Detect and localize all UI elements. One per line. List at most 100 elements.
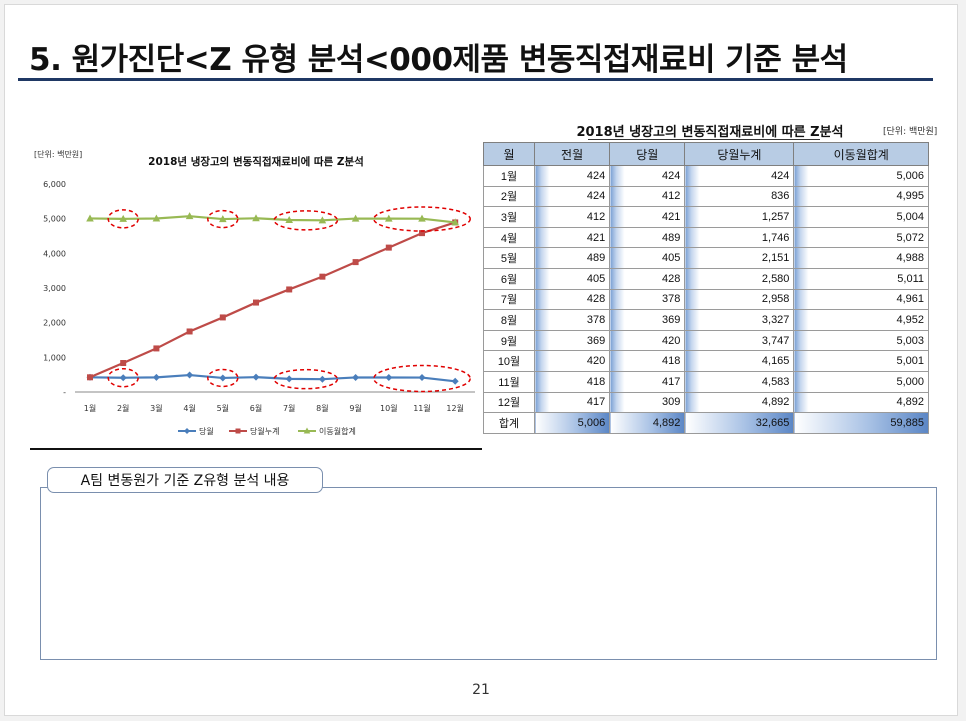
data-point xyxy=(119,214,127,222)
table-cell: 4,988 xyxy=(793,247,929,269)
table-cell: 417 xyxy=(533,391,611,414)
data-point xyxy=(451,377,459,385)
analysis-content-label: A팀 변동원가 기준 Z유형 분석 내용 xyxy=(47,467,323,493)
table-cell: 418 xyxy=(533,370,611,393)
table-cell: 369 xyxy=(533,329,611,352)
analysis-content-box[interactable] xyxy=(40,487,937,660)
table-cell: 369 xyxy=(609,309,686,331)
header-cumulative: 당월누계 xyxy=(684,142,795,166)
table-row: 2월 424 412 836 4,995 xyxy=(483,185,929,208)
data-point xyxy=(152,373,160,381)
table-row: 8월 378 369 3,327 4,952 xyxy=(483,309,929,331)
table-title: 2018년 냉장고의 변동직접재료비에 따른 Z분석 xyxy=(576,125,844,140)
legend-marker xyxy=(235,428,241,434)
table-cell: 421 xyxy=(533,226,611,249)
title-divider xyxy=(18,78,933,81)
table-cell: 1,257 xyxy=(684,206,795,228)
table-cell: 309 xyxy=(609,391,686,414)
x-tick-label: 12월 xyxy=(446,403,464,413)
table-cell: 3,327 xyxy=(684,309,795,331)
slide-title: 5. 원가진단<Z 유형 분석<000제품 변동직접재료비 기준 분석 xyxy=(29,42,848,78)
table-cell: 489 xyxy=(533,247,611,269)
table-title-underline xyxy=(588,139,820,140)
page-number: 21 xyxy=(472,682,490,698)
table-row: 9월 369 420 3,747 5,003 xyxy=(483,329,929,352)
legend-label: 이동월합계 xyxy=(319,426,356,436)
table-cell: 420 xyxy=(533,350,611,372)
data-point xyxy=(252,373,260,381)
x-tick-label: 10월 xyxy=(380,403,398,413)
table-cell: 4,892 xyxy=(609,412,686,434)
table-unit: [단위: 백만원] xyxy=(883,127,938,137)
header-current-month: 당월 xyxy=(609,142,686,166)
table-cell: 4,995 xyxy=(793,185,929,208)
table-cell-month: 5월 xyxy=(483,247,535,269)
chart-legend: 당월 당월누계 이동월합계 xyxy=(178,426,356,436)
legend-label: 당월 xyxy=(199,426,214,436)
table-cell: 424 xyxy=(684,165,795,187)
table-cell: 1,746 xyxy=(684,226,795,249)
x-tick-label: 7월 xyxy=(283,403,295,413)
table-row: 1월 424 424 424 5,006 xyxy=(483,165,929,187)
table-cell: 378 xyxy=(533,309,611,331)
table-cell: 32,665 xyxy=(684,412,795,434)
table-cell-month: 4월 xyxy=(483,226,535,249)
table-body: 1월 424 424 424 5,006 2월 424 412 836 4,995 3월 412 421… xyxy=(483,165,929,434)
table-cell-month: 합계 xyxy=(483,412,535,434)
table-cell-month: 6월 xyxy=(483,267,535,290)
x-tick-label: 3월 xyxy=(150,403,162,413)
table-cell: 4,583 xyxy=(684,370,795,393)
table-cell-month: 1월 xyxy=(483,165,535,187)
table-cell: 405 xyxy=(609,247,686,269)
data-point xyxy=(120,360,127,367)
legend-label: 당월누계 xyxy=(250,426,279,436)
highlight-ellipse xyxy=(207,209,239,229)
header-moving-total: 이동월합계 xyxy=(793,142,929,166)
table-cell: 418 xyxy=(609,350,686,372)
data-point xyxy=(86,214,94,222)
table-cell: 2,580 xyxy=(684,267,795,290)
table-cell: 420 xyxy=(609,329,686,352)
highlight-ellipse xyxy=(107,209,139,229)
data-point xyxy=(419,230,425,237)
table-cell: 5,006 xyxy=(793,165,929,187)
table-cell-month: 9월 xyxy=(483,329,535,352)
data-point xyxy=(219,374,227,382)
data-point xyxy=(285,375,293,383)
table-row: 7월 428 378 2,958 4,961 xyxy=(483,288,929,311)
data-point xyxy=(119,374,127,382)
table-row: 4월 421 489 1,746 5,072 xyxy=(483,226,929,249)
legend-marker xyxy=(303,427,311,434)
table-cell-month: 12월 xyxy=(483,391,535,414)
legend-marker xyxy=(184,428,190,434)
data-point xyxy=(152,214,161,222)
table-cell: 405 xyxy=(533,267,611,290)
x-axis: 1월 2월 3월 4월 5월 6월 7월 8월 9월 10월 11월 12월 xyxy=(75,391,475,413)
table-cell-month: 11월 xyxy=(483,370,535,393)
table-row: 5월 489 405 2,151 4,988 xyxy=(483,247,929,269)
table-row: 3월 412 421 1,257 5,004 xyxy=(483,206,929,228)
data-point xyxy=(87,374,93,381)
table-cell: 412 xyxy=(533,206,611,228)
table-cell: 4,961 xyxy=(793,288,929,311)
chart-unit-label: [단위: 백만원] xyxy=(34,149,82,159)
x-tick-label: 8월 xyxy=(316,403,328,413)
table-cell: 4,165 xyxy=(684,350,795,372)
y-tick-label: 1,000 xyxy=(43,353,66,362)
data-point xyxy=(185,212,194,220)
y-tick-label: 3,000 xyxy=(43,284,66,293)
table-cell: 3,747 xyxy=(684,329,795,352)
table-cell-month: 10월 xyxy=(483,350,535,372)
table-cell: 489 xyxy=(609,226,686,249)
data-point xyxy=(253,299,259,306)
y-tick-label: - xyxy=(63,388,66,397)
y-axis: 6,000 5,000 4,000 3,000 2,000 1,000 - xyxy=(43,180,66,397)
x-tick-label: 11월 xyxy=(413,403,431,413)
table-cell: 424 xyxy=(533,165,611,187)
table-total-row: 합계 5,006 4,892 32,665 59,885 xyxy=(483,412,929,434)
table-cell-month: 7월 xyxy=(483,288,535,311)
data-point xyxy=(285,216,293,224)
table-cell-month: 8월 xyxy=(483,309,535,331)
table-cell: 428 xyxy=(533,288,611,311)
data-point xyxy=(385,244,392,251)
